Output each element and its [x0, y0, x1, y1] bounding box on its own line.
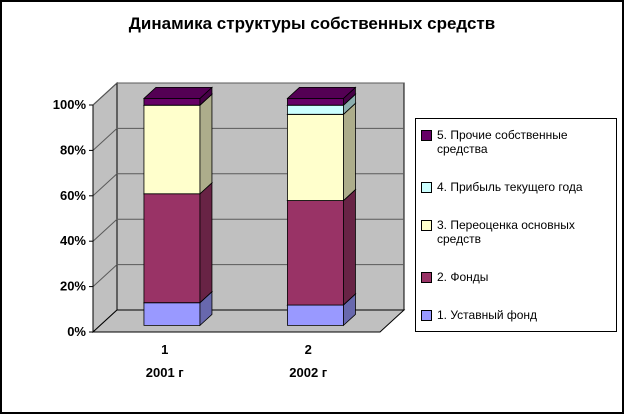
bar-segment-front: [143, 98, 201, 106]
legend-swatch: [421, 130, 432, 141]
legend-item: 3. Переоценка основных средств: [421, 218, 611, 247]
legend-swatch: [421, 271, 432, 283]
side-wall-gridline: [92, 128, 118, 151]
bar-segment-front: [143, 302, 201, 326]
bar-segment-front: [143, 104, 201, 195]
plot-area-3d: 0% 20% 40% 60% 80% 100% 1 2001 г 2 2002 г: [53, 81, 406, 380]
bar-segment-top: [286, 86, 357, 99]
bar-segment-front: [287, 104, 344, 115]
x-axis-category-label: 2: [305, 342, 312, 357]
bar-segment-front: [287, 98, 344, 106]
bar-segment-side: [199, 181, 213, 304]
bar-segment-top: [142, 86, 213, 99]
x-axis-year-label: 2002 г: [289, 365, 328, 380]
bar-segment-front: [287, 304, 344, 326]
bar-segment-front: [287, 200, 344, 306]
legend-label: 5. Прочие собственные средства: [437, 128, 568, 157]
y-axis-tick-label: 0%: [67, 324, 86, 339]
legend-label: 4. Прибыль текущего года: [437, 180, 583, 195]
bar-segment-front: [287, 113, 344, 201]
side-wall: [92, 81, 118, 334]
legend-label: 3. Переоценка основных средств: [437, 217, 575, 247]
x-axis-year-label: 2001 г: [146, 365, 185, 380]
chart-title: Динамика структуры собственных средств: [128, 14, 496, 33]
y-axis-tick-label: 80%: [60, 142, 86, 157]
bar-segment-side: [343, 102, 356, 202]
bar-segment-front: [143, 193, 201, 304]
legend: 5. Прочие собственные средства 4. Прибыль…: [415, 118, 617, 332]
side-wall-gridline: [92, 264, 118, 287]
legend-label: 1. Уставный фонд: [437, 307, 538, 322]
bar-segment-side: [199, 93, 213, 195]
legend-item: 1. Уставный фонд: [421, 308, 611, 322]
y-axis-tick-label: 100%: [53, 97, 87, 112]
side-wall-gridline: [92, 82, 118, 106]
floor: [91, 309, 406, 333]
y-axis-tick-label: 40%: [60, 233, 86, 248]
y-axis-tick-label: 60%: [60, 188, 86, 203]
side-wall-gridline: [92, 218, 118, 242]
legend-swatch: [421, 182, 432, 194]
legend-item: 4. Прибыль текущего года: [421, 180, 611, 194]
bar-segment-side: [343, 188, 356, 306]
legend-label: 2. Фонды: [437, 269, 489, 284]
legend-item: 2. Фонды: [421, 270, 611, 284]
legend-swatch: [421, 309, 432, 321]
side-wall-gridline: [92, 173, 118, 197]
legend-item: 5. Прочие собственные средства: [421, 128, 611, 157]
x-axis-category-label: 1: [161, 342, 168, 357]
y-axis-tick-label: 20%: [60, 279, 86, 294]
legend-swatch: [421, 219, 432, 231]
